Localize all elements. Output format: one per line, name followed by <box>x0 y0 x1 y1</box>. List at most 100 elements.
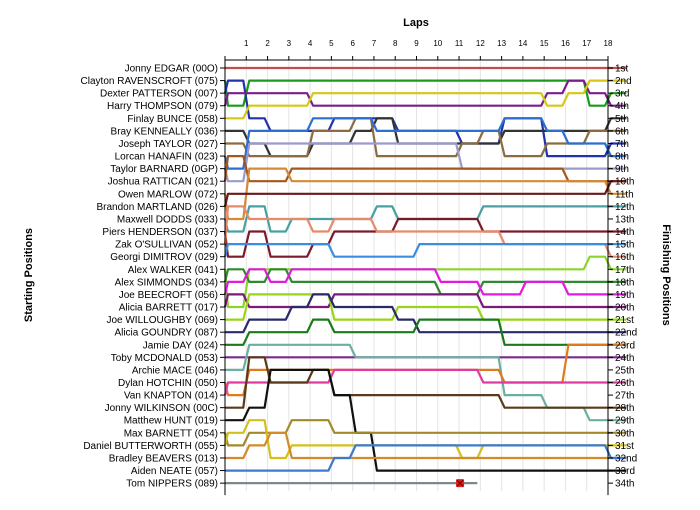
finishing-position-label: 12th <box>615 202 634 213</box>
finishing-position-label: 24th <box>615 353 634 364</box>
lap-tick-label: 4 <box>308 39 313 48</box>
starting-position-label: Alex SIMMONDS (034) <box>115 277 218 288</box>
lap-tick-label: 3 <box>287 39 292 48</box>
series-line <box>225 293 627 334</box>
lap-tick-label: 17 <box>582 39 591 48</box>
lap-tick-label: 16 <box>561 39 570 48</box>
retired-marker-cross <box>456 479 464 487</box>
starting-position-label: Matthew HUNT (019) <box>124 416 218 427</box>
finishing-position-label: 8th <box>615 152 629 163</box>
series-line <box>223 419 627 447</box>
series-line <box>225 431 627 460</box>
lap-tick-label: 15 <box>540 39 549 48</box>
lap-tick-label: 6 <box>350 39 355 48</box>
starting-position-label: Dexter PATTERSON (007) <box>100 89 218 100</box>
lap-tick-label: 14 <box>518 39 527 48</box>
finishing-position-label: 27th <box>615 391 634 402</box>
series-line <box>223 79 627 158</box>
finishing-position-label: 3rd <box>615 89 629 100</box>
starting-position-label: Alicia GOUNDRY (087) <box>114 328 218 339</box>
series-line <box>223 79 627 107</box>
finishing-position-label: 6th <box>615 126 629 137</box>
finishing-position-label: 14th <box>615 227 634 238</box>
finishing-position-label: 17th <box>615 265 634 276</box>
series-line <box>223 243 627 258</box>
starting-position-label: Maxwell DODDS (033) <box>117 214 218 225</box>
series-line <box>225 356 627 409</box>
y2-axis-label: Finishing Positions <box>660 224 672 325</box>
series-line <box>223 79 627 107</box>
finishing-position-label: 29th <box>615 416 634 427</box>
starting-position-label: Lorcan HANAFIN (023) <box>115 152 218 163</box>
starting-position-label: Harry THOMPSON (079) <box>107 101 218 112</box>
finishing-position-label: 22nd <box>615 328 637 339</box>
chart-title: Laps <box>403 17 429 29</box>
finishing-position-label: 7th <box>615 139 629 150</box>
series-line <box>225 293 627 321</box>
finishing-position-label: 32nd <box>615 453 637 464</box>
series-line <box>223 419 627 460</box>
finishing-position-label: 16th <box>615 252 634 263</box>
series-line <box>225 318 627 346</box>
series-line <box>225 444 627 472</box>
series-line <box>223 180 627 207</box>
starting-position-label: Clayton RAVENSCROFT (075) <box>81 76 218 87</box>
finishing-position-label: 31st <box>615 441 634 452</box>
starting-position-label: Jonny EDGAR (00O) <box>125 64 218 75</box>
finishing-position-label: 19th <box>615 290 634 301</box>
lap-tick-label: 10 <box>433 39 442 48</box>
finishing-position-label: 20th <box>615 303 634 314</box>
starting-position-label: Taylor BARNARD (0GP) <box>110 164 218 175</box>
lap-tick-label: 11 <box>455 39 464 48</box>
finishing-position-label: 30th <box>615 428 634 439</box>
series-line <box>223 155 627 183</box>
starting-position-label: Joe WILLOUGHBY (069) <box>106 315 218 326</box>
series-line <box>223 293 627 309</box>
lap-tick-label: 8 <box>393 39 398 48</box>
series-line <box>225 117 627 158</box>
starting-position-label: Tom NIPPERS (089) <box>126 479 218 490</box>
finishing-position-label: 33rd <box>615 466 635 477</box>
lap-tick-label: 2 <box>265 39 270 48</box>
starting-position-label: Daniel BUTTERWORTH (055) <box>83 441 218 452</box>
series-line <box>223 217 627 258</box>
finishing-position-label: 15th <box>615 240 634 251</box>
starting-position-label: Brandon MARTLAND (026) <box>96 202 218 213</box>
series-line <box>223 268 627 296</box>
starting-position-label: Dylan HOTCHIN (050) <box>118 378 218 389</box>
starting-position-label: Finlay BUNCE (058) <box>127 114 218 125</box>
finishing-position-label: 34th <box>615 479 634 490</box>
starting-position-label: Aiden NEATE (057) <box>131 466 218 477</box>
starting-position-label: Jamie DAY (024) <box>143 340 218 351</box>
finishing-position-label: 11th <box>615 189 634 200</box>
starting-position-label: Joshua RATTICAN (021) <box>108 177 218 188</box>
starting-position-label: Joe BEECROFT (056) <box>119 290 218 301</box>
starting-position-label: Alex WALKER (041) <box>128 265 218 276</box>
finishing-position-label: 2nd <box>615 76 632 87</box>
starting-position-label: Georgi DIMITROV (029) <box>110 252 218 263</box>
finishing-position-label: 13th <box>615 214 634 225</box>
series-line <box>223 167 627 221</box>
series-line <box>223 117 627 170</box>
lap-tick-label: 1 <box>244 39 249 48</box>
lap-tick-label: 7 <box>372 39 377 48</box>
starting-position-label: Piers HENDERSON (037) <box>102 227 218 238</box>
finishing-position-label: 1st <box>615 64 629 75</box>
finishing-position-label: 9th <box>615 164 629 175</box>
starting-position-label: Max BARNETT (054) <box>124 428 218 439</box>
starting-position-label: Owen MARLOW (072) <box>118 189 218 200</box>
finishing-position-label: 23rd <box>615 340 635 351</box>
finishing-position-label: 26th <box>615 378 634 389</box>
finishing-position-label: 10th <box>615 177 634 188</box>
starting-position-label: Toby MCDONALD (053) <box>111 353 218 364</box>
lap-grid <box>245 60 609 492</box>
series-line <box>225 368 627 472</box>
finishing-position-label: 5th <box>615 114 629 125</box>
starting-position-label: Jonny WILKINSON (00C) <box>105 403 218 414</box>
finishing-position-label: 18th <box>615 277 634 288</box>
starting-position-label: Zak O'SULLIVAN (052) <box>115 240 218 251</box>
starting-position-label: Van KNAPTON (014) <box>124 391 218 402</box>
finishing-position-label: 21st <box>615 315 634 326</box>
